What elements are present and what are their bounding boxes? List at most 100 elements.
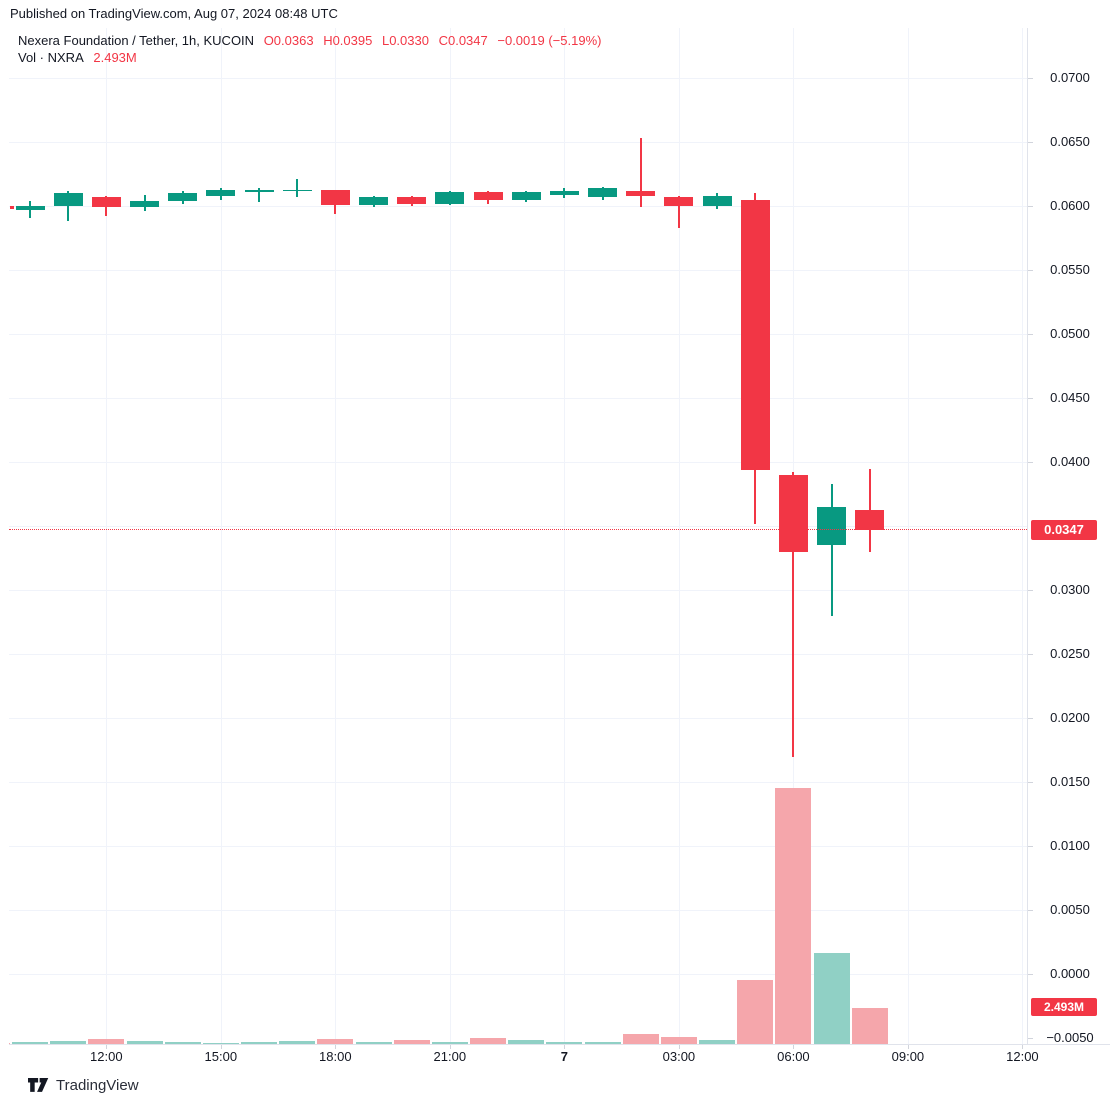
price-axis-tick (1028, 142, 1033, 144)
volume-bar (12, 1042, 48, 1044)
candle-wick (296, 179, 299, 198)
price-axis-label: 0.0650 (1050, 134, 1090, 150)
candle-body (397, 197, 427, 204)
gridline-horizontal (9, 78, 1027, 80)
price-axis-tick (1028, 782, 1033, 784)
time-axis-label: 03:00 (662, 1049, 696, 1064)
price-axis-label: 0.0200 (1050, 710, 1090, 726)
time-axis-tick (907, 1045, 909, 1049)
price-axis-label: 0.0600 (1050, 198, 1090, 214)
price-axis-tick (1028, 78, 1033, 80)
time-axis-tick (1022, 1045, 1024, 1049)
gridline-horizontal (9, 398, 1027, 400)
gridline-vertical (449, 28, 451, 1044)
gridline-horizontal (9, 910, 1027, 912)
price-axis-tick (1028, 846, 1033, 848)
price-axis-label: −0.0050 (1046, 1030, 1094, 1046)
time-axis-label: 7 (560, 1049, 569, 1064)
gridline-horizontal (9, 590, 1027, 592)
time-axis-label: 15:00 (204, 1049, 238, 1064)
volume-value: 2.493M (93, 50, 137, 65)
candle-body (359, 197, 388, 205)
candle-body (588, 188, 617, 198)
price-axis-label: 0.0100 (1050, 838, 1090, 854)
candle-body (15, 206, 45, 210)
candlestick-plot: Nexera Foundation / Tether, 1h, KUCOIN O… (9, 28, 1027, 1044)
time-axis-label: 12:00 (1006, 1049, 1039, 1064)
price-axis-tick (1028, 270, 1033, 272)
volume-bar (508, 1039, 545, 1044)
time-axis-label: 21:00 (433, 1049, 467, 1064)
price-badge: 0.0347 (1031, 520, 1097, 540)
volume-bar (202, 1042, 239, 1044)
price-axis-tick (1028, 654, 1033, 656)
gridline-horizontal (9, 782, 1027, 784)
volume-bar (431, 1041, 468, 1044)
time-axis-label: 12:00 (90, 1049, 123, 1064)
price-axis-tick (1028, 398, 1033, 400)
candle-body (549, 190, 579, 195)
price-axis-label: 0.0050 (1050, 902, 1090, 918)
time-axis-tick (564, 1045, 566, 1049)
brand-name[interactable]: TradingView (56, 1077, 139, 1094)
price-axis-tick (1028, 910, 1033, 912)
gridline-horizontal (9, 974, 1027, 976)
price-axis-tick (1028, 590, 1033, 592)
time-axis-tick (220, 1045, 222, 1049)
volume-bar (164, 1042, 201, 1044)
candle-body (91, 197, 121, 208)
gridline-vertical (220, 28, 222, 1044)
price-axis-tick (1028, 206, 1033, 208)
candle-wick (639, 138, 642, 208)
ohlc-open: O0.0363 (263, 33, 314, 48)
volume-badge: 2.493M (1031, 998, 1097, 1016)
candle-body (206, 189, 236, 196)
volume-bar (317, 1038, 354, 1044)
price-axis-label: 0.0450 (1050, 390, 1090, 406)
gridline-horizontal (9, 270, 1027, 272)
tradingview-logo-icon[interactable] (28, 1077, 49, 1094)
candle-body (664, 197, 694, 207)
volume-bar (241, 1041, 277, 1044)
time-axis-tick (449, 1045, 451, 1049)
volume-bar (699, 1040, 735, 1044)
candle-body (244, 189, 274, 193)
price-axis-label: 0.0150 (1050, 774, 1090, 790)
gridline-vertical (1022, 28, 1024, 1044)
volume-bar (355, 1042, 392, 1044)
ohlc-low: L0.0330 (381, 33, 429, 48)
price-axis-label: 0.0300 (1050, 582, 1090, 598)
candle-body (626, 190, 656, 196)
candle-wick (258, 188, 260, 203)
time-axis-label: 09:00 (891, 1049, 925, 1064)
candle-body (10, 206, 14, 209)
candle-body (778, 475, 808, 552)
time-axis-tick (793, 1045, 795, 1049)
time-axis-tick (678, 1045, 680, 1049)
gridline-horizontal (9, 718, 1027, 720)
gridline-vertical (564, 28, 566, 1044)
candle-body (702, 195, 732, 207)
volume-bar (660, 1037, 697, 1044)
price-axis-label: 0.0550 (1050, 262, 1090, 278)
volume-title: Vol · NXRA (18, 50, 84, 65)
gridline-vertical (335, 28, 337, 1044)
candle-wick (792, 472, 795, 757)
price-axis: 0.0347 2.493M 0.0700 0.0650 0.0600 0.0550 0.… (1027, 28, 1112, 1046)
volume-bar (470, 1037, 506, 1044)
volume-bar (737, 980, 774, 1044)
published-line: Published on TradingView.com, Aug 07, 20… (10, 6, 338, 21)
gridline-horizontal (9, 206, 1027, 208)
time-axis: 09:0012:0015:0018:0021:00703:0006:0009:0… (9, 1044, 1110, 1067)
published-header: Published on TradingView.com, Aug 07, 20… (0, 0, 1112, 28)
volume-bar (279, 1041, 316, 1044)
time-axis-tick (335, 1045, 337, 1049)
symbol-title: Nexera Foundation / Tether, 1h, KUCOIN (18, 33, 255, 48)
gridline-horizontal (9, 654, 1027, 656)
gridline-vertical (678, 28, 680, 1044)
gridline-vertical (106, 28, 108, 1044)
volume-bar (393, 1040, 430, 1044)
gridline-vertical (907, 28, 909, 1044)
price-axis-tick (1028, 462, 1033, 464)
price-axis-label: 0.0400 (1050, 454, 1090, 470)
